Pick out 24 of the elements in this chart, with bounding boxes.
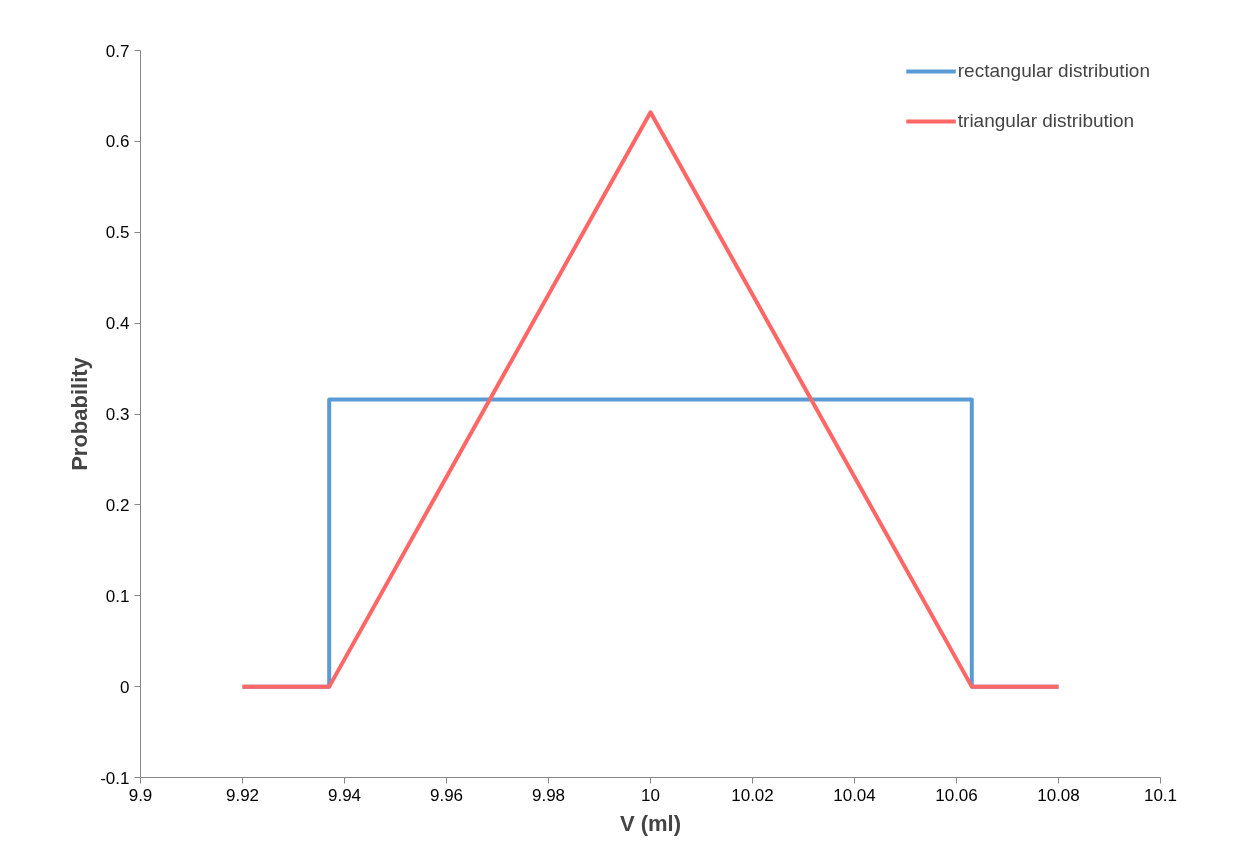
y-tick-label: -0.1 <box>100 768 130 788</box>
legend-label: rectangular distribution <box>957 60 1150 82</box>
x-tick-label: 10 <box>641 785 660 805</box>
x-tick-label: 10.08 <box>1037 785 1080 805</box>
x-tick-label: 10.1 <box>1143 785 1178 805</box>
y-axis-title: Probability <box>67 356 93 471</box>
y-tick-label: 0.7 <box>105 41 130 61</box>
x-tick-label: 9.98 <box>531 785 566 805</box>
x-tick-label: 10.06 <box>935 785 978 805</box>
y-tick-label: 0.1 <box>105 586 130 606</box>
y-tick-label: 0 <box>120 677 130 697</box>
x-axis-title: V (ml) <box>619 810 682 836</box>
x-tick-label: 9.94 <box>327 785 362 805</box>
x-tick-label: 9.92 <box>225 785 260 805</box>
y-tick-label: 0.4 <box>105 314 130 334</box>
y-tick-label: 0.6 <box>105 132 130 152</box>
x-tick-label: 10.04 <box>833 785 876 805</box>
x-tick-label: 9.96 <box>429 785 464 805</box>
legend-label: triangular distribution <box>957 110 1135 132</box>
y-tick-label: 0.3 <box>105 405 130 424</box>
y-tick-label: 0.2 <box>105 495 130 515</box>
y-tick-label: 0.5 <box>105 223 130 243</box>
x-tick-label: 9.9 <box>128 785 153 805</box>
x-tick-label: 10.02 <box>731 785 774 805</box>
